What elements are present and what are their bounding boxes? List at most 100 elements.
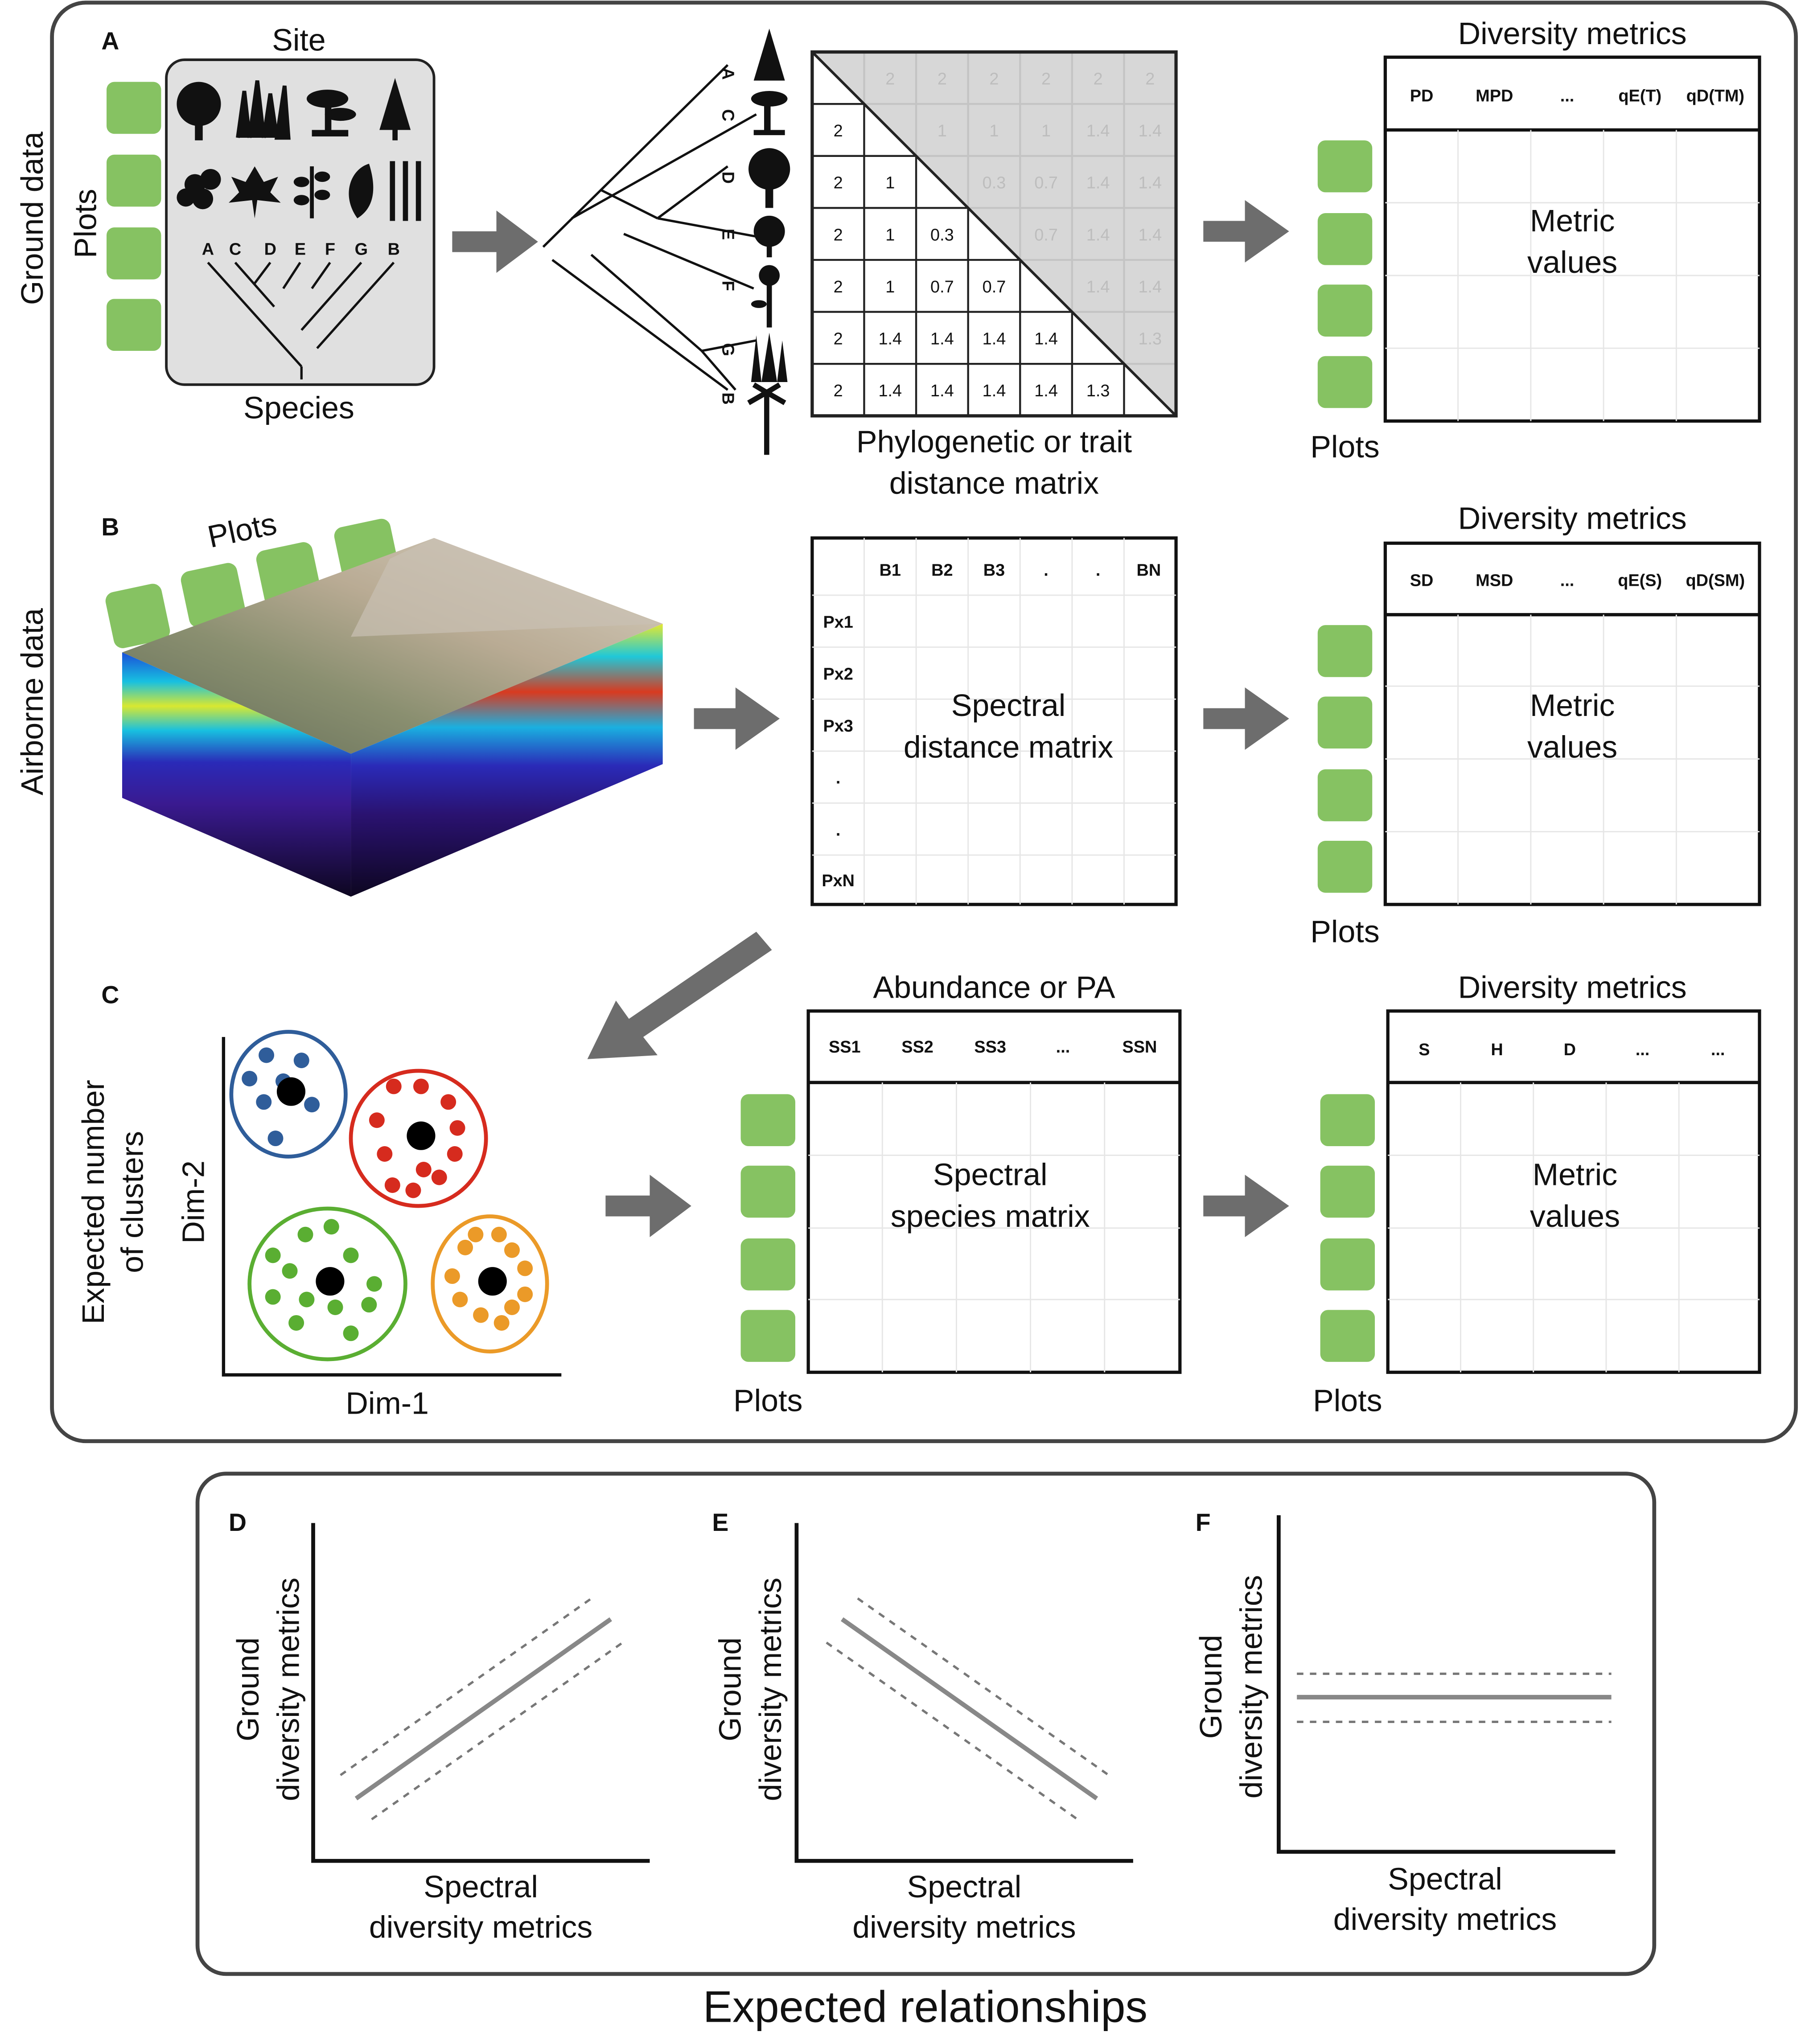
matrix-cell-value-upper: 2 bbox=[1145, 70, 1155, 88]
cluster-point bbox=[343, 1325, 359, 1341]
plots-label-b: Plots bbox=[205, 506, 280, 555]
band-header: BN bbox=[1137, 561, 1161, 580]
metrics-table-a: PD MPD ... qE(T) qD(TM) Metric values bbox=[1383, 55, 1761, 423]
plot-square bbox=[1317, 625, 1373, 677]
matrix-cell-value-upper: 2 bbox=[989, 70, 999, 88]
plot-square bbox=[1317, 769, 1373, 822]
matrix-cell-value-upper: 0.7 bbox=[1034, 174, 1058, 193]
matrix-cell-value: 0.7 bbox=[930, 278, 954, 296]
cluster-point bbox=[491, 1226, 507, 1242]
relationships-title: Expected relationships bbox=[703, 1982, 1147, 2032]
matrix-border bbox=[810, 50, 1178, 418]
cluster-point bbox=[242, 1070, 258, 1086]
matrix-cell-value: 2 bbox=[834, 122, 843, 140]
hyperspectral-cube bbox=[122, 538, 663, 897]
cluster-ellipse bbox=[229, 1030, 348, 1159]
matrix-cell-value: 1.3 bbox=[1086, 382, 1110, 400]
matrix-cell-value: 1.4 bbox=[1034, 382, 1058, 400]
cluster-point bbox=[361, 1297, 377, 1313]
spectral-distance-matrix: B1 B2 B3 . . BN Px1 Px2 Px3 . . PxN Spec… bbox=[810, 536, 1178, 906]
metric-header: SD bbox=[1410, 572, 1434, 590]
matrix-cell-value: 2 bbox=[834, 226, 843, 244]
matrix-diagonal bbox=[811, 51, 1177, 417]
plot-square bbox=[1317, 213, 1373, 265]
plot-square bbox=[1317, 696, 1373, 749]
arrows bbox=[452, 200, 1289, 1238]
matrix-text-2: species matrix bbox=[891, 1199, 1090, 1234]
matrix-cell-value-upper: 1 bbox=[1041, 122, 1051, 140]
metrics-faint-grid bbox=[1385, 130, 1760, 421]
matrix-cell-value-upper: 0.3 bbox=[983, 174, 1006, 193]
matrix-cell-value-upper: 2 bbox=[1094, 70, 1103, 88]
cluster-point bbox=[449, 1120, 465, 1136]
matrix-values: 2 2 1 2 1 0.3 2 1 0.7 0.7 2 1.4 1.4 1.4 1.4 2 1.4 1.4 1.4 1… bbox=[834, 70, 1162, 400]
arrow-c1 bbox=[605, 1175, 691, 1238]
metric-header: MPD bbox=[1476, 86, 1513, 105]
metrics-table-c: S H D ... ... Metric values bbox=[1386, 1009, 1761, 1374]
plot-square bbox=[740, 1094, 795, 1147]
cluster-point bbox=[282, 1263, 298, 1279]
cluster-point bbox=[293, 1053, 309, 1069]
metrics-faint-grid bbox=[1388, 1082, 1760, 1373]
cluster-point bbox=[504, 1300, 520, 1315]
matrix-cell-value-upper: 1.4 bbox=[1138, 122, 1162, 140]
cluster-point bbox=[413, 1078, 429, 1094]
confidence-upper bbox=[857, 1597, 1113, 1779]
tip-icons bbox=[747, 29, 790, 455]
matrix-cell-value: 1.4 bbox=[983, 382, 1006, 400]
cluster-point bbox=[493, 1315, 510, 1331]
matrix-cell-value: 2 bbox=[834, 174, 843, 193]
cluster-axes bbox=[222, 1037, 562, 1377]
dim2-label: Dim-2 bbox=[176, 1160, 211, 1244]
plot-square bbox=[740, 1238, 795, 1291]
panel-label-e: E bbox=[712, 1509, 728, 1536]
row-label-ground: Ground data bbox=[15, 132, 49, 305]
plot-square bbox=[105, 584, 170, 648]
arrow-a1 bbox=[452, 210, 538, 273]
plots-column-a bbox=[107, 82, 161, 351]
plot-square bbox=[1317, 356, 1373, 408]
arrow-c2 bbox=[1203, 1175, 1289, 1238]
panel-label-a: A bbox=[101, 27, 119, 55]
metric-header: qD(SM) bbox=[1686, 572, 1745, 590]
conifer-icon bbox=[753, 29, 785, 81]
cluster-point bbox=[377, 1146, 393, 1162]
matrix-cell-value: 1.4 bbox=[983, 329, 1006, 348]
cluster-ylabel-1: Expected number bbox=[76, 1080, 111, 1324]
plot-square bbox=[1320, 1238, 1375, 1291]
species-letter: F bbox=[325, 240, 335, 259]
species-letter-row: A C D E F G B bbox=[202, 240, 400, 259]
matrix-cell-value-upper: 1.4 bbox=[1086, 226, 1110, 244]
cluster-point bbox=[265, 1289, 281, 1305]
matrix-text-1: Spectral bbox=[951, 688, 1066, 723]
confidence-upper bbox=[340, 1595, 596, 1777]
matrix-cell-value-upper: 1 bbox=[938, 122, 947, 140]
band-header: . bbox=[1096, 561, 1101, 580]
arrow-b1 bbox=[694, 687, 780, 750]
tip-label: B bbox=[719, 392, 737, 404]
cluster-ellipse bbox=[349, 1069, 488, 1208]
panel-label-b: B bbox=[101, 513, 119, 541]
cluster-point bbox=[304, 1097, 320, 1113]
plots-column-c bbox=[740, 1094, 795, 1362]
matrix-cell-value-upper: 2 bbox=[885, 70, 895, 88]
metric-header: PD bbox=[1410, 86, 1434, 105]
cluster-plot bbox=[229, 1030, 549, 1361]
matrix-cell-value: 2 bbox=[834, 329, 843, 348]
abundance-header: SSN bbox=[1123, 1038, 1157, 1057]
panel-label-d: D bbox=[229, 1509, 247, 1536]
cluster-point bbox=[440, 1094, 456, 1110]
conifer-icon bbox=[379, 78, 411, 140]
arrow-b2 bbox=[1203, 687, 1289, 750]
branch-icon bbox=[293, 166, 330, 218]
site-box bbox=[165, 58, 436, 386]
arrow-a2 bbox=[1203, 200, 1289, 263]
tip-label: A bbox=[719, 68, 737, 80]
confidence-lower bbox=[371, 1639, 627, 1821]
rel-xlabel-2: diversity metrics bbox=[369, 1909, 592, 1944]
rel-axes bbox=[311, 1523, 650, 1863]
cluster-point bbox=[297, 1226, 313, 1242]
cluster-point bbox=[386, 1078, 402, 1094]
cube-left-face bbox=[122, 652, 351, 897]
cluster-ellipse bbox=[247, 1206, 407, 1361]
